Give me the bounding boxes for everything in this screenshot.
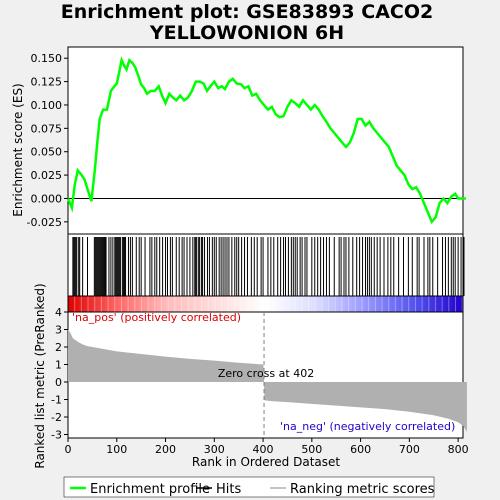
metric-xtick-label: 100 [106,443,127,456]
es-ytick-label: 0.075 [31,122,63,135]
hits-panel [67,233,464,297]
es-ylabel: Enrichment score (ES) [11,83,25,216]
es-ytick-label: 0.000 [31,192,63,205]
es-panel [67,46,464,235]
legend-box [63,476,435,498]
metric-ytick-label: -1 [51,394,62,407]
metric-xaxis: 0 100 200 300 400 500 600 700 800 [65,438,469,456]
es-ytick-label: 0.100 [31,99,63,112]
ranking-metric-area [68,329,467,432]
metric-xtick-label: 300 [204,443,225,456]
es-yaxis: 0.150 0.125 0.100 0.075 0.050 0.025 0.000 -0.02… [27,52,68,229]
metric-ytick-label: 2 [55,341,62,354]
es-ytick-label: 0.125 [31,76,63,89]
es-ytick-label: -0.025 [27,216,62,229]
es-ytick-label: 0.025 [31,169,63,182]
zero-cross-label: Zero cross at 402 [218,367,314,380]
pos-correlated-label: 'na_pos' (positively correlated) [72,311,241,324]
metric-ytick-label: 1 [55,359,62,372]
metric-ytick-label: 4 [55,306,62,319]
metric-yaxis: 4 3 2 1 0 -1 -2 -3 [51,306,68,442]
es-ytick-label: 0.150 [31,52,63,65]
heatmap-fill [68,296,463,312]
legend-label: Enrichment profile [90,482,210,497]
metric-xlabel: Rank in Ordered Dataset [192,455,340,469]
metric-ytick-label: -3 [51,429,62,442]
neg-correlated-label: 'na_neg' (negatively correlated) [280,420,455,433]
legend: Enrichment profile Hits Ranking metric sco… [70,482,435,497]
enrichment-profile-line [66,56,466,225]
metric-xtick-label: 0 [65,443,72,456]
es-ytick-label: 0.050 [31,146,63,159]
hits-marks [72,237,465,296]
metric-ytick-label: 3 [55,324,62,337]
chart-title-line2: YELLOWONION 6H [149,22,344,44]
metric-xtick-label: 600 [350,443,371,456]
legend-label: Hits [216,482,241,497]
metric-xtick-label: 500 [301,443,322,456]
metric-xtick-label: 200 [155,443,176,456]
metric-xtick-label: 700 [399,443,420,456]
metric-ytick-label: 0 [55,376,62,389]
metric-ytick-label: -2 [51,411,62,424]
ranking-heatmap-bar [67,295,464,313]
metric-xtick-label: 800 [448,443,469,456]
metric-xtick-label: 400 [253,443,274,456]
chart-title-line1: Enrichment plot: GSE83893 CACO2 [61,1,434,23]
metric-ylabel: Ranked list metric (PreRanked) [33,283,47,468]
legend-label: Ranking metric scores [290,482,435,497]
